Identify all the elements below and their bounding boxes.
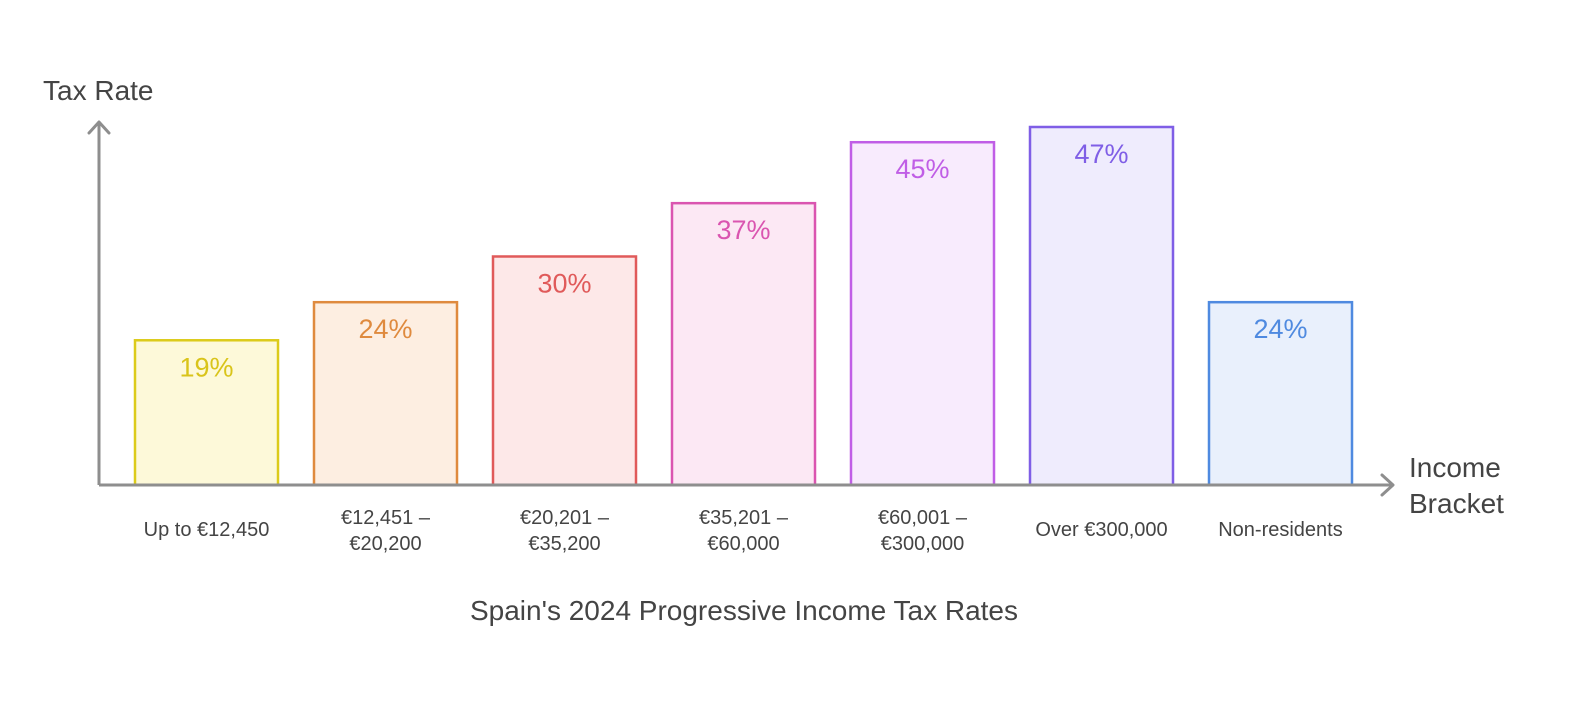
data-label: 47% [1074, 139, 1128, 169]
bar [491, 255, 638, 487]
x-axis-arrow-icon [1380, 473, 1395, 497]
data-label: 30% [537, 268, 591, 298]
x-tick-label: Up to €12,450 [144, 519, 270, 541]
data-label: 19% [179, 352, 233, 382]
data-label: 37% [716, 215, 770, 245]
x-tick-label: €60,001 – €300,000 [878, 507, 968, 555]
data-label: 24% [358, 314, 412, 344]
data-label: 24% [1253, 314, 1307, 344]
chart-title: Spain's 2024 Progressive Income Tax Rate… [470, 595, 1018, 626]
x-tick-label: €20,201 – €35,200 [520, 507, 610, 555]
x-tick-label: €35,201 – €60,000 [699, 507, 789, 555]
bar [1207, 300, 1354, 487]
bar [1028, 125, 1175, 487]
x-tick-label: €12,451 – €20,200 [341, 507, 431, 555]
bar [133, 339, 280, 487]
bar [849, 140, 996, 487]
bar [670, 201, 817, 487]
data-label: 45% [895, 154, 949, 184]
y-axis-label: Tax Rate [43, 75, 154, 106]
x-tick-label: Non-residents [1218, 519, 1343, 541]
bar [312, 300, 459, 487]
x-tick-label: Over €300,000 [1035, 519, 1167, 541]
y-axis-arrow-icon [87, 120, 111, 135]
x-axis-label: Income Bracket [1409, 452, 1504, 519]
